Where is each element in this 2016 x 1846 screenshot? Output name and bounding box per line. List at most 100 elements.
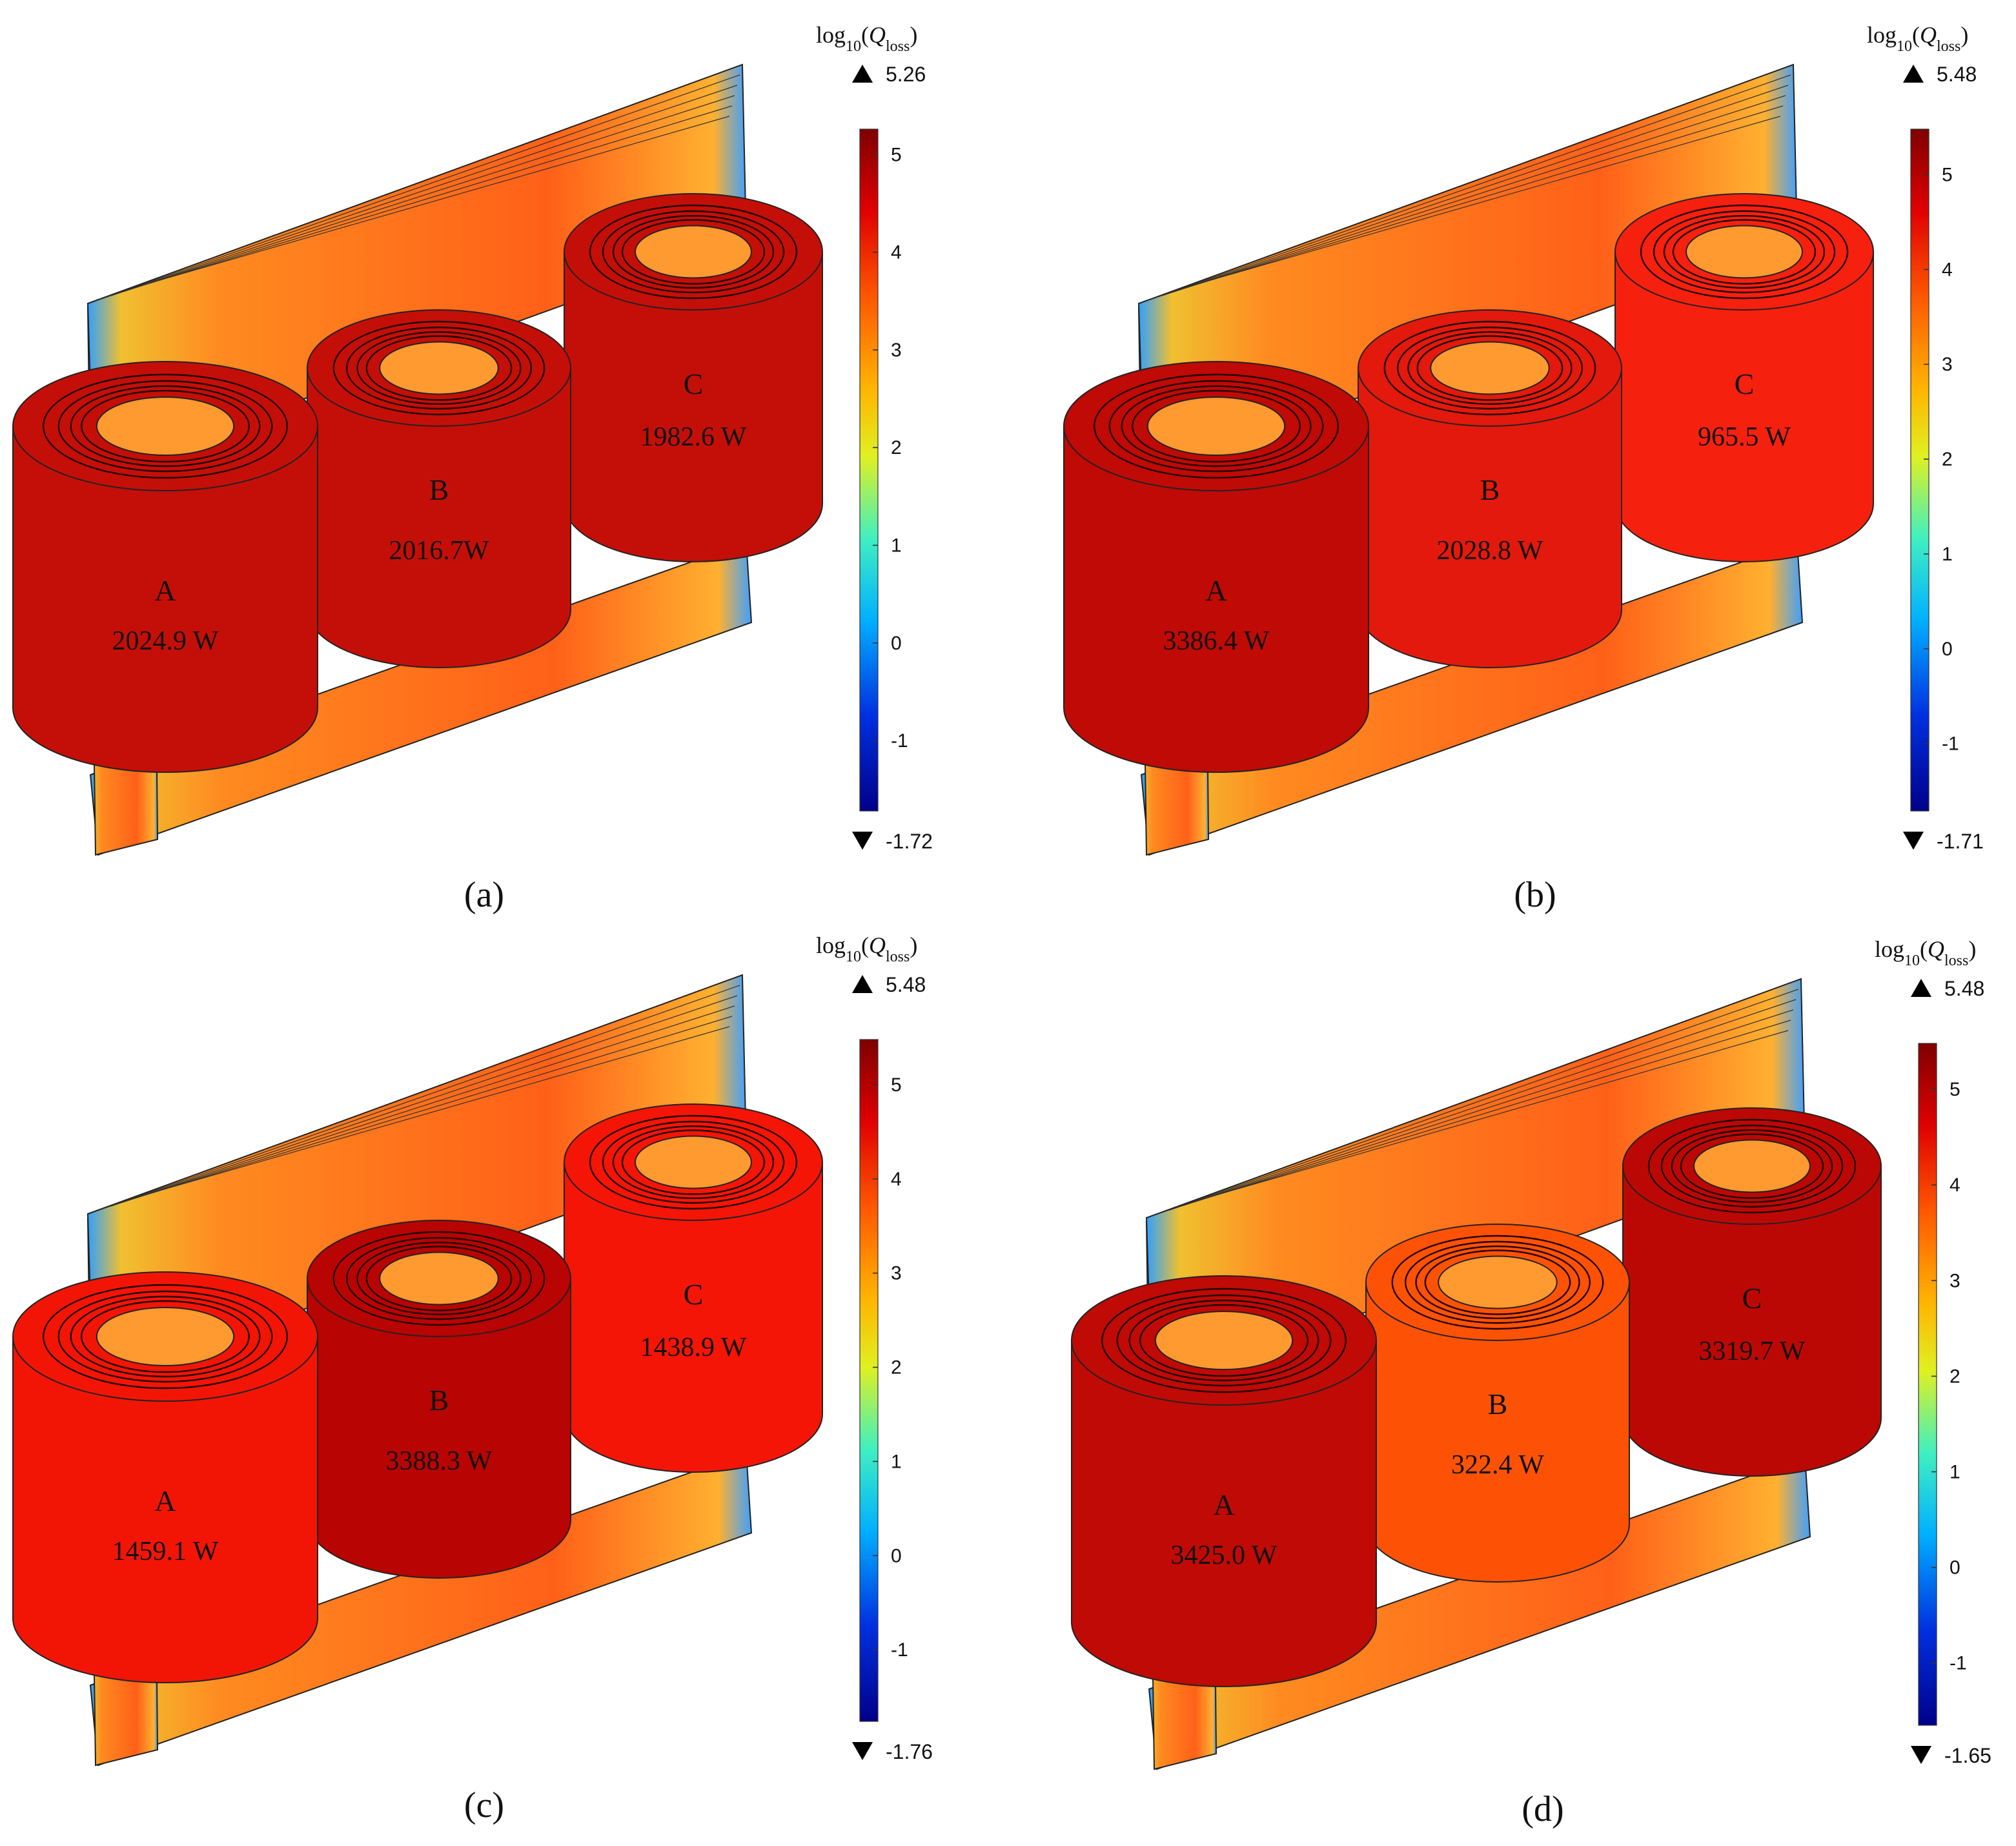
colorbar-title-part: 10 — [1897, 38, 1912, 55]
core-leg-top — [96, 1307, 235, 1366]
max-arrow — [852, 975, 873, 993]
panel-label: (d) — [1522, 1789, 1563, 1829]
winding-ring — [1416, 335, 1563, 401]
colorbar-tick-label: 0 — [1950, 1557, 1960, 1579]
winding-ring — [1391, 1235, 1604, 1330]
colorbar-tick-label: 5 — [1950, 1079, 1960, 1100]
phase-name: C — [1735, 367, 1755, 400]
colorbar-tick-label: 1 — [1950, 1462, 1960, 1483]
colorbar-tick-label: 2 — [891, 1357, 902, 1379]
winding-body — [12, 426, 318, 773]
phase-name: B — [1488, 1388, 1508, 1420]
colorbar-tick-label: 5 — [891, 1074, 902, 1096]
lamination — [1204, 1030, 1789, 1199]
winding-ring — [42, 1284, 289, 1390]
lamination — [1161, 85, 1789, 296]
colorbar-tick-label: 4 — [1950, 1174, 1960, 1196]
winding-ring — [1397, 326, 1583, 410]
core-leg-top — [1438, 1255, 1558, 1309]
winding-ring — [1653, 210, 1836, 294]
phase-loss: 2024.9 W — [112, 626, 219, 656]
winding-ring — [1660, 1124, 1844, 1208]
winding-ring — [1101, 1287, 1347, 1393]
phase-name: B — [429, 473, 449, 506]
winding-ring — [621, 219, 766, 285]
core-leg-top — [1430, 341, 1550, 395]
colorbar-title-part: ( — [861, 22, 869, 48]
winding-ring — [1131, 389, 1301, 463]
colorbar-tick-label: 3 — [1950, 1270, 1960, 1291]
phase-loss: 1459.1 W — [112, 1537, 219, 1566]
colorbar-title-part: Q — [1920, 22, 1937, 48]
lamination — [134, 105, 733, 289]
winding-ring — [621, 1129, 766, 1195]
phase-loss: 3386.4 W — [1163, 626, 1270, 656]
winding-ring — [332, 320, 545, 416]
min-arrow — [852, 1742, 873, 1760]
phase-name: A — [1205, 574, 1227, 607]
phase-name: A — [154, 574, 176, 607]
winding-body — [1622, 1165, 1882, 1477]
colorbar-title-part: ( — [861, 932, 869, 958]
colorbar-title-part: loss — [886, 38, 910, 55]
winding-ring — [1415, 1246, 1580, 1320]
lamination — [99, 985, 740, 1211]
lamination — [134, 1016, 733, 1199]
core-leg-top — [1154, 1311, 1294, 1370]
phase-loss: 3388.3 W — [386, 1446, 493, 1476]
winding-ring — [346, 326, 533, 410]
panel-label: (b) — [1514, 875, 1556, 915]
colorbar-max: 5.26 — [886, 63, 926, 86]
winding-body — [1063, 426, 1369, 773]
core-leg-top — [379, 341, 499, 395]
winding-ring — [612, 1125, 775, 1200]
winding-ring — [1405, 1240, 1591, 1324]
winding-ring — [346, 1236, 533, 1320]
winding-body — [1071, 1340, 1377, 1687]
winding-ring — [1093, 373, 1339, 479]
colorbar-tick-label: 3 — [891, 1263, 902, 1284]
colorbar-tick-label: 3 — [1942, 354, 1953, 375]
core-leg-top — [379, 1251, 499, 1306]
colorbar-title-part: Q — [869, 22, 886, 48]
winding-ring — [57, 380, 273, 473]
winding-body — [564, 1162, 823, 1473]
colorbar-title-part: log — [816, 22, 846, 48]
colorbar-tick-label: -1 — [1950, 1653, 1967, 1674]
winding-ring — [1671, 1129, 1833, 1204]
winding-ring — [365, 1246, 513, 1311]
lamination — [145, 1026, 730, 1195]
colorbar-tick-label: -1 — [1942, 733, 1959, 755]
min-arrow — [1903, 832, 1924, 850]
winding-body — [564, 251, 823, 562]
colorbar-title: log10(Qloss) — [816, 932, 917, 965]
colorbar-title-part: Q — [869, 932, 886, 958]
colorbar-title-part: log — [1867, 22, 1897, 48]
colorbar-title-part: ) — [1960, 22, 1968, 48]
phase-name: C — [684, 1278, 704, 1311]
colorbar-title: log10(Qloss) — [816, 22, 917, 55]
max-arrow — [1903, 65, 1924, 83]
colorbar-tick-label: 2 — [891, 437, 902, 458]
winding-ring — [1121, 385, 1312, 467]
winding-body — [307, 1278, 571, 1579]
phase-name: B — [1480, 473, 1500, 506]
colorbar-title: log10(Qloss) — [1875, 936, 1976, 969]
max-arrow — [1911, 979, 1931, 997]
phase-loss: 322.4 W — [1451, 1450, 1544, 1480]
phase-name: C — [1742, 1282, 1762, 1315]
winding-ring — [1108, 380, 1324, 473]
colorbar-title-part: ( — [1920, 936, 1928, 962]
winding-body — [12, 1336, 318, 1683]
colorbar-title-part: log — [816, 932, 846, 958]
winding-ring — [1407, 331, 1573, 405]
core-leg-top — [1693, 1139, 1811, 1193]
colorbar — [859, 128, 879, 812]
lamination — [99, 74, 740, 300]
winding-ring — [1424, 1249, 1571, 1315]
winding-body — [1358, 367, 1622, 668]
winding-ring — [589, 1114, 798, 1210]
max-arrow — [852, 65, 873, 83]
